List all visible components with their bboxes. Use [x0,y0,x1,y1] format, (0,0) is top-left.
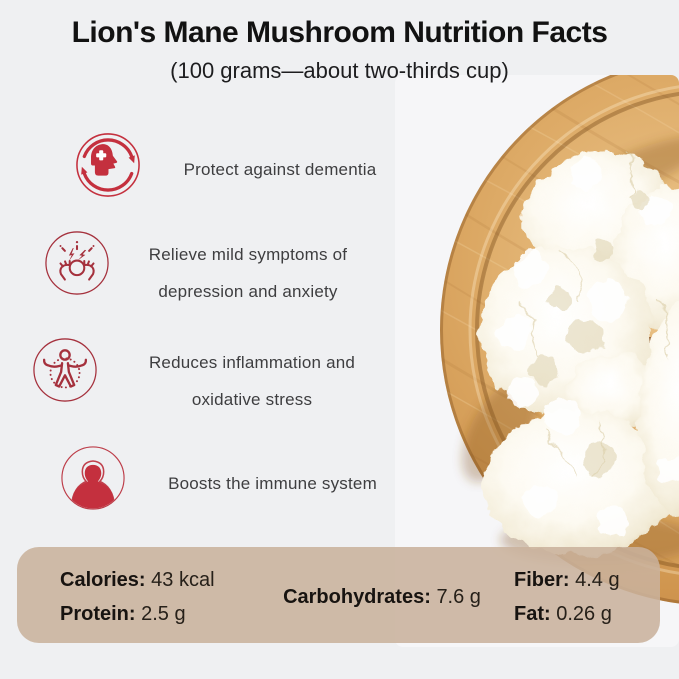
benefit-line: oxidative stress [191,390,313,409]
nutrition-value: 43 kcal [151,569,215,591]
head-cross-refresh-icon [76,133,140,197]
nutrition-fat: Fat: 0.26 g [514,603,612,626]
nutrition-label: Protein: [60,603,136,625]
nutrition-label: Fiber: [514,569,570,591]
immune-body-icon [61,446,125,510]
benefit-line: Relieve mild symptoms of [148,245,348,264]
benefit-text-immune: Boosts the immune system [150,466,395,502]
nutrition-fiber: Fiber: 4.4 g [514,569,620,592]
benefit-line: Protect against dementia [183,160,377,179]
nutrition-label: Fat: [514,603,551,625]
nutrition-value: 0.26 g [556,603,612,625]
page-subtitle: (100 grams—about two-thirds cup) [170,58,509,83]
nutrition-carbohydrates: Carbohydrates: 7.6 g [240,586,524,609]
body-wellness-icon [33,338,97,402]
benefit-line: Reduces inflammation and [148,353,356,372]
nutrition-facts-bar: Calories: 43 kcal Protein: 2.5 g Carbohy… [17,547,660,643]
benefit-text-depression-anxiety: Relieve mild symptoms of depression and … [128,236,368,310]
benefit-line: Boosts the immune system [168,474,377,493]
lions-mane-mushrooms [480,149,679,555]
nutrition-value: 7.6 g [436,586,481,608]
nutrition-label: Calories: [60,569,146,591]
benefit-line: depression and anxiety [158,282,338,301]
nutrition-value: 2.5 g [141,603,186,625]
benefit-text-dementia: Protect against dementia [160,152,400,188]
nutrition-calories: Calories: 43 kcal [60,569,215,592]
nutrition-label: Carbohydrates: [283,586,431,608]
stressed-person-icon [45,231,109,295]
nutrition-protein: Protein: 2.5 g [60,603,186,626]
nutrition-value: 4.4 g [575,569,620,591]
page-title: Lion's Mane Mushroom Nutrition Facts [71,16,608,49]
benefit-text-inflammation: Reduces inflammation and oxidative stres… [132,344,372,418]
